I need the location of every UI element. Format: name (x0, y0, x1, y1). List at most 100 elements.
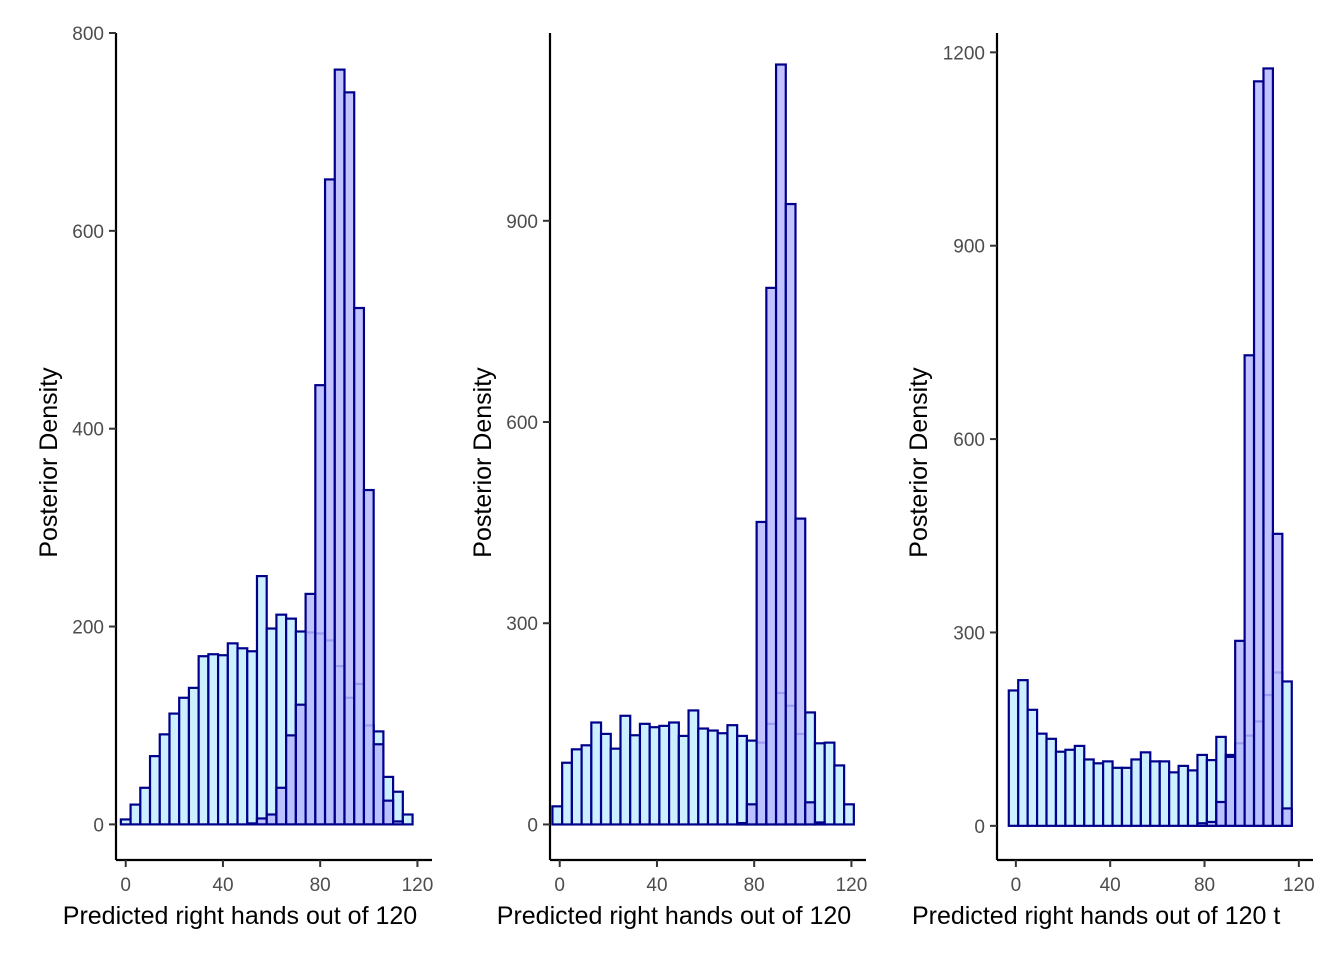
histogram-bar (629, 734, 642, 826)
histogram-bar (716, 732, 729, 826)
histogram-bar (353, 306, 366, 826)
histogram-bar (619, 714, 632, 826)
histogram-bar (1073, 744, 1086, 827)
histogram-bar (599, 732, 612, 826)
histogram-bar (236, 647, 249, 826)
histogram-bar (736, 734, 748, 826)
histogram-bar (706, 729, 719, 826)
histogram-bar (1196, 753, 1208, 827)
y-tick-label: 200 (72, 618, 104, 639)
histogram-bar (1224, 755, 1237, 827)
histogram-bar (178, 696, 191, 826)
histogram-bar (255, 574, 268, 826)
histogram-bar (1130, 758, 1142, 827)
histogram-panel-1: 0 200 400 600 800 0 40 80 120 Predicted right han… (35, 24, 434, 930)
histogram-bar (1234, 639, 1246, 827)
histogram-bar (216, 654, 229, 826)
histogram-bar (304, 592, 317, 826)
histogram-bar (765, 286, 778, 826)
y-tick-label: 300 (506, 614, 538, 635)
histogram-bar (638, 722, 651, 826)
histogram-bar (736, 822, 748, 826)
histogram-bar (207, 653, 220, 826)
histogram-bar (1215, 800, 1227, 827)
y-tick-label: 600 (72, 222, 104, 243)
histogram-bar (1054, 750, 1067, 827)
y-tick-label: 0 (974, 817, 985, 838)
histogram-bar (158, 733, 171, 826)
histogram-bar (226, 642, 239, 826)
histogram-bar (1149, 760, 1161, 827)
histogram-bar (401, 813, 414, 826)
histogram-bar (648, 726, 661, 826)
histogram-bar (570, 748, 583, 826)
histogram-bar (804, 801, 817, 826)
y-tick-label: 900 (506, 212, 538, 233)
histogram-bar (343, 91, 356, 826)
histogram-panel-2: 0 300 600 900 0 40 80 120 Predicted right hands … (469, 33, 868, 930)
y-tick-label: 600 (506, 413, 538, 434)
histogram-bar (1196, 822, 1208, 827)
y-axis-title: Posterior Density (469, 367, 497, 558)
histogram-bar (1102, 760, 1114, 827)
histogram-bar (119, 818, 132, 826)
histogram-bar (372, 743, 385, 826)
histogram-bar (1007, 689, 1020, 827)
histogram-bar (1271, 532, 1284, 827)
histogram-bar (774, 63, 787, 826)
histogram-bar (1111, 766, 1124, 827)
series-2 (736, 63, 826, 826)
histogram-bar (1205, 820, 1218, 827)
x-axis-title: Predicted right hands out of 120 t (912, 902, 1280, 930)
x-tick-label: 80 (744, 875, 765, 896)
histogram-bar (148, 755, 161, 826)
histogram-bar (1158, 760, 1171, 827)
histogram-bar (813, 742, 826, 826)
x-tick-label: 120 (402, 875, 434, 896)
y-tick-label: 0 (93, 815, 104, 836)
histogram-bar (1281, 680, 1293, 827)
histogram-bar (1252, 80, 1265, 827)
histogram-bar (294, 703, 307, 826)
y-tick-label: 0 (527, 815, 538, 836)
histogram-bar (794, 517, 807, 826)
x-tick-label: 40 (646, 875, 667, 896)
histogram-bar (392, 790, 404, 826)
x-tick-label: 40 (212, 875, 233, 896)
histogram-bar (1177, 764, 1190, 827)
x-tick-label: 40 (1100, 875, 1121, 896)
histogram-bar (609, 747, 622, 826)
y-tick-label: 600 (953, 430, 985, 451)
histogram-bar (823, 741, 836, 826)
histogram-bar (1243, 354, 1256, 827)
y-tick-label: 800 (72, 24, 104, 45)
x-tick-label: 0 (120, 875, 131, 896)
histogram-bar (1026, 708, 1039, 827)
x-axis-title: Predicted right hands out of 120 (497, 902, 851, 930)
histogram-bar (333, 68, 346, 826)
histogram-bar (129, 803, 142, 826)
histogram-bar (314, 384, 327, 826)
series-2 (246, 68, 404, 826)
y-axis-title: Posterior Density (905, 367, 933, 558)
x-tick-label: 0 (1011, 875, 1022, 896)
histogram-bar (1120, 766, 1133, 827)
histogram-bar (1205, 758, 1218, 827)
histogram-bar (265, 627, 278, 826)
histogram-bar (590, 721, 603, 826)
histogram-bar (265, 813, 278, 826)
y-tick-label: 400 (72, 420, 104, 441)
histogram-bar (246, 650, 259, 826)
histogram-bar (1045, 737, 1058, 827)
x-tick-label: 120 (1283, 875, 1315, 896)
histogram-bar (668, 721, 680, 826)
histogram-bar (255, 817, 268, 826)
histogram-bar (362, 488, 375, 826)
histogram-bar (1186, 769, 1199, 827)
x-tick-label: 0 (554, 875, 565, 896)
histogram-bar (561, 761, 573, 826)
histogram-bar (275, 786, 288, 826)
x-tick-label: 120 (836, 875, 868, 896)
histogram-bar (187, 686, 200, 826)
histogram-bar (784, 202, 797, 826)
